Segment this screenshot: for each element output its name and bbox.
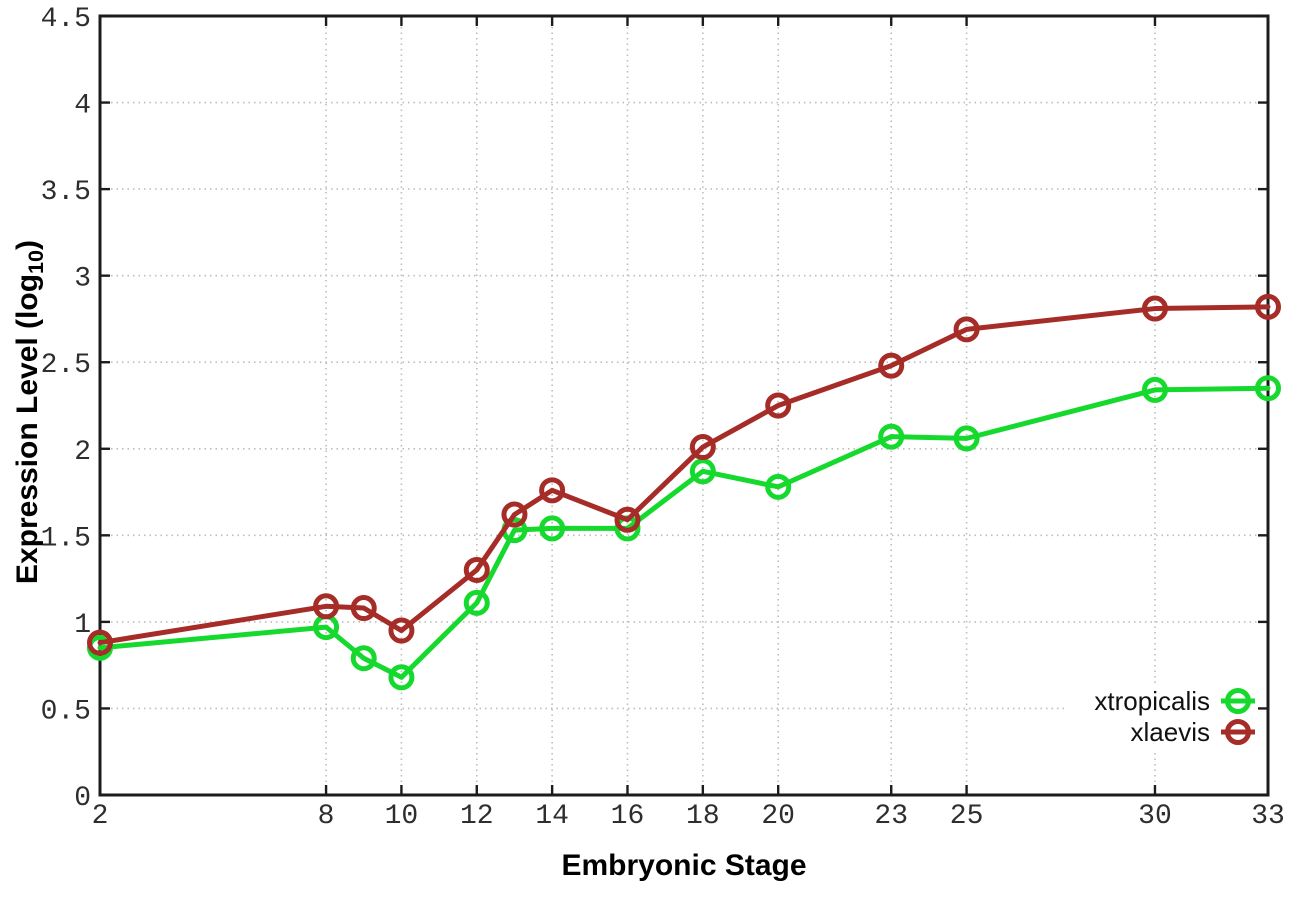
y-tick-label-2: 2 bbox=[74, 437, 91, 468]
y-axis-title: Expression Level (log10) bbox=[11, 239, 49, 585]
x-tick-label-12: 12 bbox=[460, 801, 494, 832]
data-point-xlaevis-8 bbox=[313, 593, 340, 620]
x-axis-title: Embryonic Stage bbox=[561, 849, 807, 882]
y-axis-title-main: Expression Level (log bbox=[11, 273, 44, 585]
data-point-xlaevis-13 bbox=[501, 501, 528, 528]
y-tick-label-3.5: 3.5 bbox=[41, 177, 91, 208]
y-tick-label-0.5: 0.5 bbox=[41, 696, 91, 727]
data-point-xtropicalis-30 bbox=[1141, 376, 1168, 403]
legend-sample-marker-xlaevis bbox=[1225, 719, 1251, 745]
data-point-xlaevis-18 bbox=[689, 434, 716, 461]
plot-border bbox=[98, 14, 1270, 797]
y-axis-title-close: ) bbox=[11, 239, 44, 250]
data-point-xtropicalis-33 bbox=[1255, 375, 1281, 402]
data-point-xtropicalis-20 bbox=[765, 473, 792, 500]
x-tick-label-30: 30 bbox=[1138, 801, 1172, 832]
legend-label-xlaevis: xlaevis bbox=[1131, 717, 1210, 747]
y-axis-title-subscript: 10 bbox=[23, 249, 49, 274]
legend-label-xtropicalis: xtropicalis bbox=[1094, 686, 1210, 716]
data-point-xlaevis-25 bbox=[953, 316, 980, 343]
data-point-xtropicalis-23 bbox=[878, 423, 905, 450]
y-tick-label-4.5: 4.5 bbox=[41, 4, 91, 35]
x-tick-label-10: 10 bbox=[385, 801, 419, 832]
data-point-xlaevis-12 bbox=[463, 556, 490, 583]
data-point-xtropicalis-9 bbox=[350, 645, 377, 672]
data-point-xlaevis-10 bbox=[388, 617, 415, 644]
x-tick-label-23: 23 bbox=[874, 801, 908, 832]
x-tick-label-18: 18 bbox=[686, 801, 720, 832]
data-point-xlaevis-23 bbox=[878, 352, 905, 379]
y-tick-label-1: 1 bbox=[74, 610, 91, 641]
x-tick-label-33: 33 bbox=[1251, 801, 1285, 832]
y-tick-label-1.5: 1.5 bbox=[41, 523, 91, 554]
y-tick-label-4: 4 bbox=[74, 91, 91, 122]
y-tick-label-2.5: 2.5 bbox=[41, 350, 91, 381]
x-tick-label-20: 20 bbox=[761, 801, 795, 832]
data-point-xlaevis-2 bbox=[87, 629, 113, 656]
x-tick-label-25: 25 bbox=[950, 801, 984, 832]
x-tick-label-8: 8 bbox=[318, 801, 335, 832]
series-line-xtropicalis bbox=[97, 385, 1271, 680]
y-tick-label-0: 0 bbox=[74, 783, 91, 814]
data-point-xlaevis-16 bbox=[614, 506, 641, 533]
data-point-xlaevis-14 bbox=[539, 477, 566, 504]
data-point-xlaevis-33 bbox=[1255, 293, 1281, 320]
x-tick-label-14: 14 bbox=[535, 801, 569, 832]
series-line-xlaevis bbox=[97, 304, 1271, 646]
x-tick-label-16: 16 bbox=[611, 801, 645, 832]
data-point-xtropicalis-14 bbox=[539, 515, 566, 542]
legend-sample-marker-xtropicalis bbox=[1225, 688, 1251, 714]
data-point-xtropicalis-12 bbox=[463, 589, 490, 616]
data-point-xtropicalis-25 bbox=[953, 425, 980, 452]
y-tick-label-3: 3 bbox=[74, 264, 91, 295]
data-point-xlaevis-9 bbox=[350, 595, 377, 622]
data-point-xtropicalis-18 bbox=[689, 458, 716, 485]
data-point-xlaevis-20 bbox=[765, 392, 792, 419]
x-tick-label-2: 2 bbox=[92, 801, 109, 832]
data-point-xtropicalis-10 bbox=[388, 664, 415, 691]
data-point-xlaevis-30 bbox=[1141, 295, 1168, 322]
